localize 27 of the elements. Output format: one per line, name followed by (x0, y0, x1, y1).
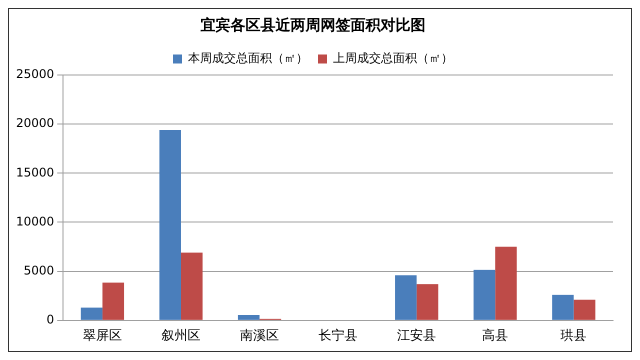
bar (574, 300, 596, 320)
x-tick-label: 长宁县 (318, 328, 358, 344)
bar (180, 252, 203, 320)
y-tick-label: 5000 (24, 263, 54, 278)
bar (474, 270, 496, 320)
x-tick-label: 高县 (482, 328, 508, 344)
y-tick-label: 0 (46, 312, 54, 327)
chart-title: 宜宾各区县近两周网签面积对比图 (200, 16, 426, 34)
y-tick-label: 10000 (16, 214, 54, 228)
legend-label: 上周成交总面积（㎡） (333, 51, 453, 66)
x-tick-label: 珙县 (560, 328, 587, 344)
bar (552, 294, 574, 320)
x-tick-label: 江安县 (397, 328, 436, 344)
legend-label: 本周成交总面积（㎡） (188, 51, 308, 66)
x-tick-label: 叙州区 (161, 328, 200, 344)
bar (80, 308, 102, 320)
y-tick-label: 25000 (16, 67, 54, 82)
x-tick-label: 南溪区 (240, 328, 280, 344)
bar (416, 284, 438, 320)
y-tick-label: 15000 (16, 165, 54, 180)
bar (495, 246, 517, 320)
bar (395, 275, 417, 320)
bar (102, 282, 124, 320)
bar (238, 315, 260, 320)
y-tick-label: 20000 (16, 116, 54, 130)
bar (159, 130, 181, 320)
x-tick-label: 翠屏区 (82, 328, 122, 344)
